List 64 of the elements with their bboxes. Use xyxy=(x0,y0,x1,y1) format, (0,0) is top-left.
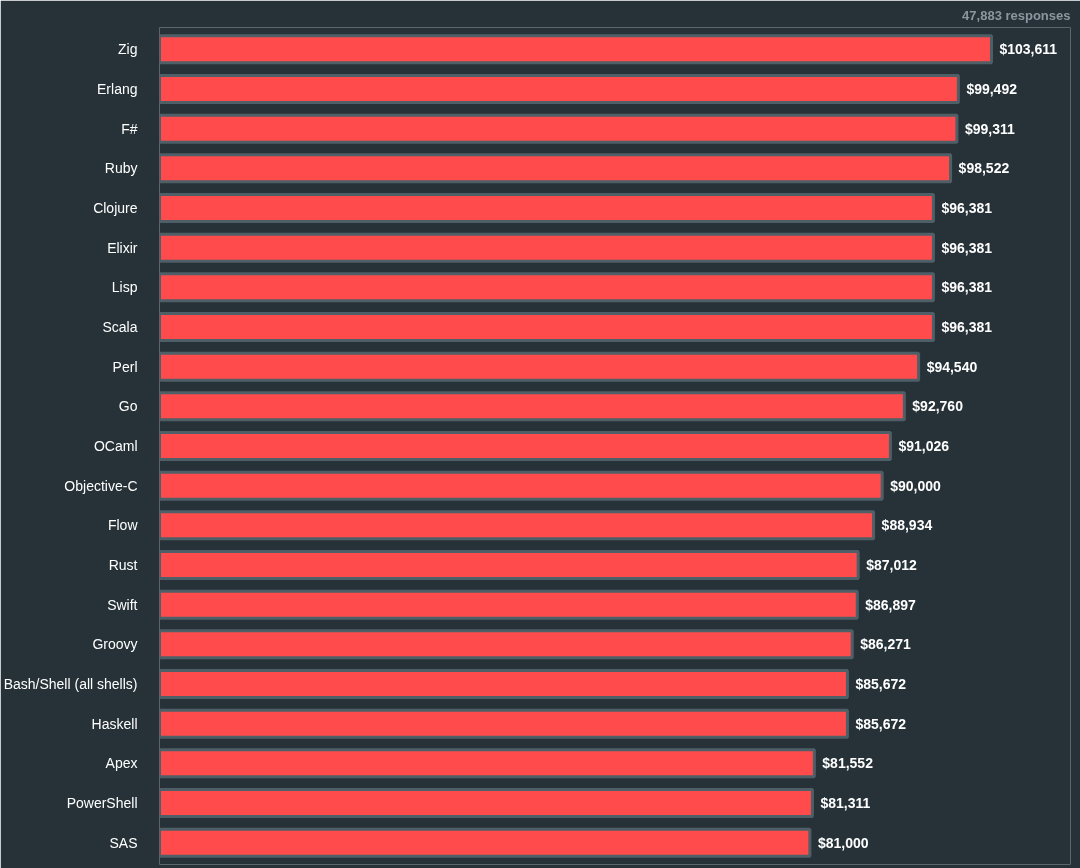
data-label: $81,311 xyxy=(820,795,871,812)
data-label: $92,760 xyxy=(912,398,964,415)
y-tick-label: Ruby xyxy=(104,160,138,177)
y-tick-label: OCaml xyxy=(93,438,138,454)
bar xyxy=(159,113,959,144)
bar xyxy=(159,351,921,382)
y-tick-label: Bash/Shell (all shells) xyxy=(3,676,138,693)
bar xyxy=(159,431,892,461)
y-tick-label: Perl xyxy=(112,358,138,375)
y-tick-label: Haskell xyxy=(91,715,138,732)
bar xyxy=(159,788,814,818)
data-label: $88,934 xyxy=(881,517,933,534)
bar xyxy=(159,629,854,660)
y-tick-label: Elixir xyxy=(107,239,138,256)
bar xyxy=(159,34,993,65)
bar xyxy=(159,312,935,342)
y-tick-label: Objective-C xyxy=(64,477,138,494)
data-label: $85,672 xyxy=(855,715,907,732)
data-label: $81,552 xyxy=(822,755,874,772)
y-tick-label: Rust xyxy=(108,557,138,573)
bar xyxy=(159,391,906,422)
data-label: $90,000 xyxy=(890,477,941,494)
bar xyxy=(159,510,876,541)
data-label: $99,492 xyxy=(966,80,1018,97)
y-tick-label: Groovy xyxy=(92,636,138,653)
y-tick-label: Zig xyxy=(118,41,138,58)
data-label: $96,381 xyxy=(941,239,993,256)
bar xyxy=(159,232,935,263)
y-tick-label: Apex xyxy=(105,755,138,772)
y-tick-label: SAS xyxy=(109,834,138,851)
y-tick-label: F# xyxy=(121,120,138,137)
bar xyxy=(159,470,884,501)
data-label: $86,271 xyxy=(860,636,912,653)
data-label: $103,611 xyxy=(999,41,1058,58)
data-label: $94,540 xyxy=(926,358,978,375)
data-label: $96,381 xyxy=(941,319,993,335)
bar xyxy=(159,74,960,104)
y-tick-label: Erlang xyxy=(97,80,138,97)
data-label: $86,897 xyxy=(865,596,917,613)
data-label: $98,522 xyxy=(958,160,1010,177)
data-label: $99,311 xyxy=(964,120,1015,137)
bar xyxy=(159,748,816,779)
y-tick-label: Flow xyxy=(107,517,139,534)
bar xyxy=(159,153,953,184)
y-tick-label: Lisp xyxy=(111,279,138,296)
data-label: $87,012 xyxy=(866,557,917,573)
y-tick-label: PowerShell xyxy=(66,795,138,812)
y-tick-label: Clojure xyxy=(93,199,138,216)
text: 47,883 responses xyxy=(962,7,1071,23)
data-label: $91,026 xyxy=(898,438,950,454)
data-label: $96,381 xyxy=(941,199,993,216)
data-label: $81,000 xyxy=(817,834,869,851)
data-label: $96,381 xyxy=(941,279,993,296)
bar xyxy=(159,193,935,223)
data-label: $85,672 xyxy=(855,676,907,693)
bar xyxy=(159,550,860,580)
bar xyxy=(159,669,849,699)
bar xyxy=(159,589,859,620)
y-tick-label: Go xyxy=(118,398,138,415)
y-tick-label: Scala xyxy=(102,319,138,335)
bar xyxy=(159,272,935,303)
bar xyxy=(159,708,849,739)
y-tick-label: Swift xyxy=(107,596,138,613)
bar xyxy=(159,827,812,858)
